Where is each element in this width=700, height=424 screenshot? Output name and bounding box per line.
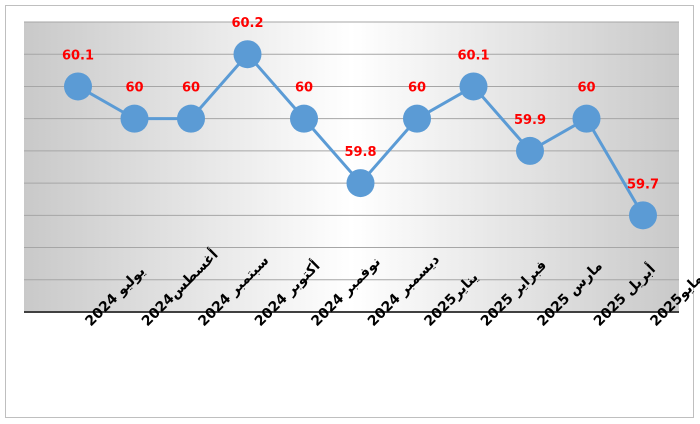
data-point-marker (572, 104, 601, 133)
data-label: 60 (295, 81, 313, 96)
data-label: 60.1 (457, 48, 489, 63)
data-label: 59.7 (627, 177, 659, 192)
data-point-marker (233, 40, 262, 69)
data-point-marker (120, 104, 149, 133)
grid-lines (24, 21, 679, 281)
data-point-marker (403, 104, 431, 133)
data-label: 60 (408, 81, 426, 96)
data-point-marker (346, 169, 375, 198)
data-label: 59.8 (344, 145, 376, 160)
data-point-marker (516, 136, 544, 165)
data-label: 60.1 (62, 48, 94, 63)
data-label: 60 (182, 81, 200, 96)
data-point-marker (629, 201, 657, 230)
series-markers (64, 40, 657, 230)
data-point-marker (177, 104, 205, 133)
data-label: 59.9 (514, 113, 546, 128)
data-label: 60 (577, 81, 595, 96)
chart-frame (5, 5, 694, 418)
data-point-marker (290, 104, 318, 133)
data-label: 60 (125, 81, 143, 96)
data-labels: 60.1 60 60 60.2 60 59.8 60 60.1 59.9 60 59.7 (62, 16, 659, 192)
data-point-marker (64, 72, 92, 101)
data-label: 60.2 (231, 16, 263, 31)
plot-area (24, 22, 679, 312)
data-point-marker (459, 72, 488, 101)
